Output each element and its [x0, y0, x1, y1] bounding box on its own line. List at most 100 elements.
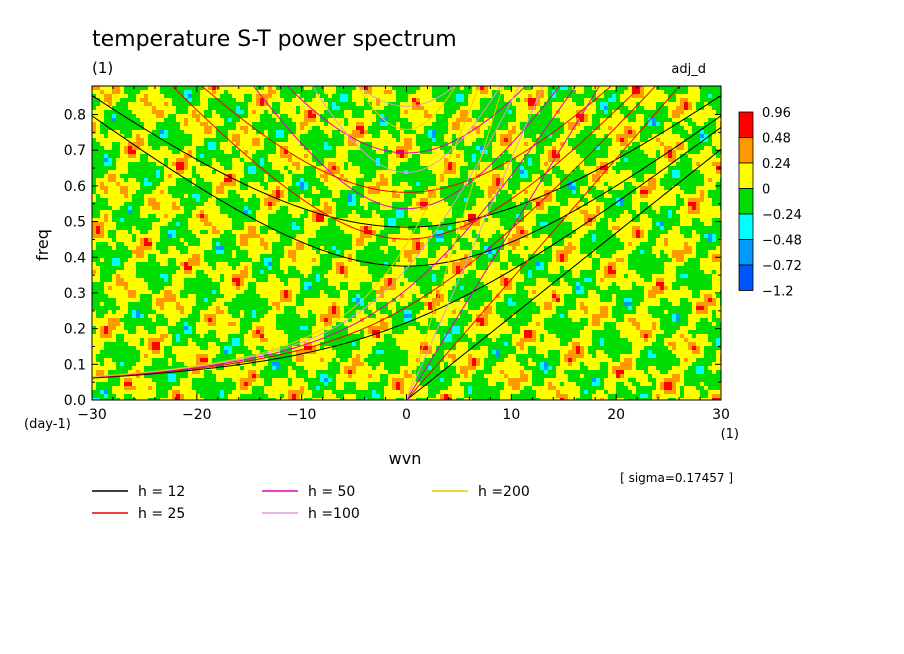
field-cell: [148, 234, 152, 238]
field-cell: [512, 290, 516, 294]
field-cell: [512, 334, 516, 338]
field-cell: [196, 254, 200, 258]
field-cell: [140, 238, 144, 242]
field-cell: [312, 366, 316, 370]
field-cell: [388, 86, 392, 90]
field-cell: [512, 390, 516, 394]
field-cell: [232, 134, 236, 138]
field-cell: [328, 158, 332, 162]
field-cell: [220, 170, 224, 174]
field-cell: [400, 290, 404, 294]
field-cell: [452, 122, 456, 126]
field-cell: [196, 262, 200, 266]
field-cell: [540, 158, 544, 162]
field-cell: [236, 378, 240, 382]
field-cell: [380, 114, 384, 118]
field-cell: [276, 134, 280, 138]
field-cell: [372, 394, 376, 398]
field-cell: [456, 254, 460, 258]
field-cell: [312, 254, 316, 258]
field-cell: [336, 270, 340, 274]
field-cell: [388, 318, 392, 322]
field-cell: [488, 378, 492, 382]
field-cell: [332, 90, 336, 94]
field-cell: [208, 226, 212, 230]
field-cell: [500, 398, 504, 400]
field-cell: [252, 86, 256, 90]
field-cell: [352, 222, 356, 226]
field-cell: [288, 278, 292, 282]
field-cell: [264, 90, 268, 94]
field-cell: [172, 158, 176, 162]
field-cell: [140, 290, 144, 294]
field-cell: [444, 166, 448, 170]
field-cell: [328, 322, 332, 326]
field-cell: [388, 90, 392, 94]
field-cell: [180, 210, 184, 214]
field-cell: [268, 110, 272, 114]
field-cell: [124, 390, 128, 394]
field-cell: [164, 330, 168, 334]
field-cell: [532, 238, 536, 242]
field-cell: [316, 274, 320, 278]
field-cell: [520, 194, 524, 198]
field-cell: [184, 326, 188, 330]
field-cell: [492, 250, 496, 254]
field-cell: [284, 390, 288, 394]
field-cell: [508, 242, 512, 246]
field-cell: [280, 130, 284, 134]
field-cell: [528, 338, 532, 342]
field-cell: [272, 330, 276, 334]
field-cell: [376, 366, 380, 370]
field-cell: [244, 270, 248, 274]
field-cell: [136, 286, 140, 290]
field-cell: [260, 378, 264, 382]
field-cell: [212, 222, 216, 226]
field-cell: [148, 210, 152, 214]
field-cell: [160, 198, 164, 202]
field-cell: [288, 106, 292, 110]
field-cell: [188, 122, 192, 126]
field-cell: [376, 318, 380, 322]
field-cell: [456, 386, 460, 390]
field-cell: [140, 334, 144, 338]
field-cell: [292, 290, 296, 294]
field-cell: [536, 178, 540, 182]
field-cell: [160, 106, 164, 110]
field-cell: [284, 158, 288, 162]
field-cell: [488, 334, 492, 338]
field-cell: [240, 314, 244, 318]
field-cell: [472, 86, 476, 90]
field-cell: [496, 218, 500, 222]
field-cell: [184, 166, 188, 170]
field-cell: [380, 122, 384, 126]
field-cell: [356, 378, 360, 382]
field-cell: [344, 294, 348, 298]
field-cell: [428, 314, 432, 318]
field-cell: [208, 174, 212, 178]
field-cell: [384, 186, 388, 190]
field-cell: [496, 182, 500, 186]
field-cell: [408, 118, 412, 122]
field-cell: [132, 298, 136, 302]
field-cell: [92, 398, 96, 400]
field-cell: [348, 250, 352, 254]
field-cell: [216, 330, 220, 334]
field-cell: [152, 154, 156, 158]
field-cell: [368, 94, 372, 98]
field-cell: [356, 322, 360, 326]
field-cell: [196, 350, 200, 354]
field-cell: [420, 246, 424, 250]
field-cell: [324, 178, 328, 182]
field-cell: [272, 310, 276, 314]
field-cell: [276, 202, 280, 206]
field-cell: [268, 246, 272, 250]
field-cell: [240, 386, 244, 390]
field-cell: [132, 290, 136, 294]
field-cell: [384, 318, 388, 322]
field-cell: [376, 218, 380, 222]
field-cell: [516, 138, 520, 142]
field-cell: [436, 338, 440, 342]
field-cell: [96, 222, 100, 226]
field-cell: [268, 190, 272, 194]
